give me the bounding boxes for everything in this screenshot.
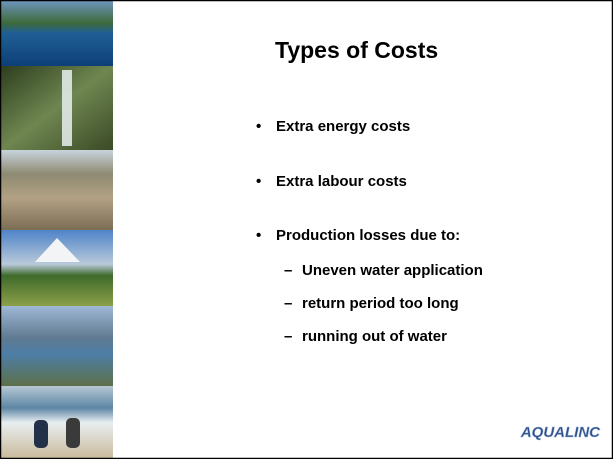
sub-bullet: return period too long	[302, 295, 459, 312]
sub-bullet: Uneven water application	[302, 262, 483, 279]
photo-beach	[0, 386, 113, 459]
bullet-mark: •	[256, 173, 261, 190]
photo-lake	[0, 0, 113, 66]
photo-valley	[0, 150, 113, 230]
sub-bullet: running out of water	[302, 328, 447, 345]
bullet: Extra energy costs	[276, 118, 410, 135]
child	[66, 418, 80, 448]
bullet-mark: •	[256, 227, 261, 244]
bullet: Production losses due to:	[276, 227, 460, 244]
sub-bullet-mark: –	[284, 262, 292, 279]
page: Types of Costs • Extra energy costs • Ex…	[0, 0, 613, 459]
waterfall	[62, 70, 72, 146]
photo-hills	[0, 306, 113, 386]
title: Types of Costs	[275, 37, 438, 63]
photo-strip	[0, 0, 113, 459]
sub-bullet-mark: –	[284, 295, 292, 312]
child	[34, 420, 48, 448]
slide: Types of Costs • Extra energy costs • Ex…	[0, 0, 613, 459]
sub-bullet-mark: –	[284, 328, 292, 345]
logo: AQUALINC	[520, 424, 601, 441]
bullet-mark: •	[256, 118, 261, 135]
bullet: Extra labour costs	[276, 173, 407, 190]
photo-waterfall	[0, 66, 113, 150]
